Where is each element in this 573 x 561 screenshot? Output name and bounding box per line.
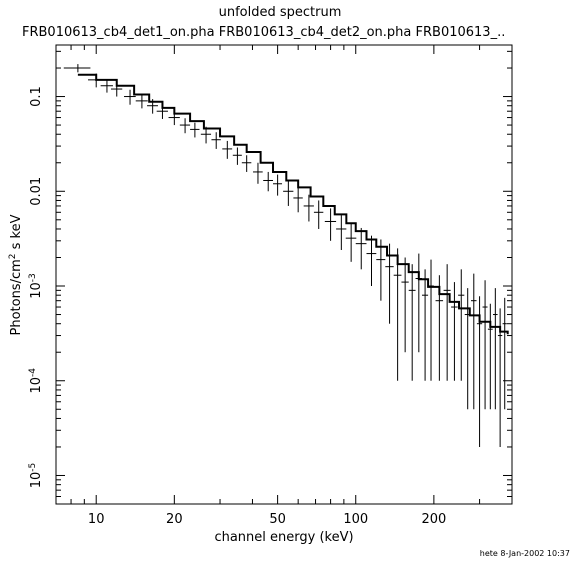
data-point [253,162,263,184]
y-tick-label-group: 10-4 [28,368,44,394]
x-tick-label: 100 [343,512,368,527]
data-point [464,288,471,410]
y-tick-label-group: 0.1 [29,86,44,107]
x-tick-label: 10 [88,512,105,527]
data-point [179,118,191,134]
data-point [393,248,402,381]
data-point [470,273,477,410]
data-point [263,171,274,192]
data-point [458,269,465,381]
y-tick-label-base: 10 [29,377,44,394]
model-step-line [77,73,509,335]
data-point [190,122,200,138]
y-axis-label-rest: s keV [9,214,24,253]
data-point [293,187,303,213]
data-point [493,288,498,410]
chart-title: unfolded spectrum [219,5,342,20]
data-point [222,140,233,159]
data-point [345,223,357,262]
y-tick-label: 10-4 [28,368,44,394]
data-point [273,174,283,196]
data-point [232,147,242,165]
data-point [482,280,488,410]
x-tick-label: 200 [421,512,446,527]
y-tick-label-exp: -5 [28,463,38,472]
plot-frame [55,44,513,505]
y-tick-label-group: 10-3 [28,273,44,299]
y-tick-label-base: 10 [29,282,44,299]
data-point [200,126,212,144]
data-point [135,94,148,109]
data-point [408,264,416,381]
data-point [100,79,113,93]
data-point [124,89,136,105]
x-axis-label: channel energy (keV) [214,530,353,545]
data-point [421,269,429,381]
footer-stamp: hete 8-Jan-2002 10:37 [480,549,570,558]
chart-subtitle: FRB010613_cb4_det1_on.pha FRB010613_cb4_… [22,25,505,40]
y-tick-label: 10-5 [28,463,44,489]
y-tick-label-group: 10-5 [28,463,44,489]
y-tick-label: 0.01 [29,177,44,206]
data-point [428,259,434,381]
data-point [63,64,91,73]
y-tick-label-exp: -3 [28,273,38,282]
y-axis-label-base: Photons/cm [9,259,24,335]
data-point [443,264,451,381]
data-point [401,257,409,353]
y-axis-label: Photons/cm2 s keV [8,214,24,335]
data-point [355,227,367,270]
y-tick-label-group: 0.01 [29,177,44,206]
data-point [211,132,221,149]
y-axis-label-sup: 2 [8,253,18,259]
x-tick-label: 50 [269,512,286,527]
data-point [487,303,493,410]
data-point [324,208,337,241]
y-tick-label: 10-3 [28,273,44,299]
data-point [415,253,422,353]
model-curve [77,73,509,335]
data-point [385,243,394,324]
data-point [303,194,314,222]
data-point [366,235,377,287]
x-tick-label: 20 [166,512,183,527]
y-tick-label: 0.1 [29,86,44,107]
data-point [241,155,252,172]
data-point [336,215,347,250]
data-point [313,200,324,229]
data-points [63,64,507,447]
data-point [451,282,458,381]
y-tick-label-exp: -4 [28,368,38,377]
axis-ticks [55,45,513,504]
data-point [283,180,294,206]
data-point [502,297,507,410]
y-tick-label-base: 10 [29,472,44,489]
data-point [376,239,386,301]
